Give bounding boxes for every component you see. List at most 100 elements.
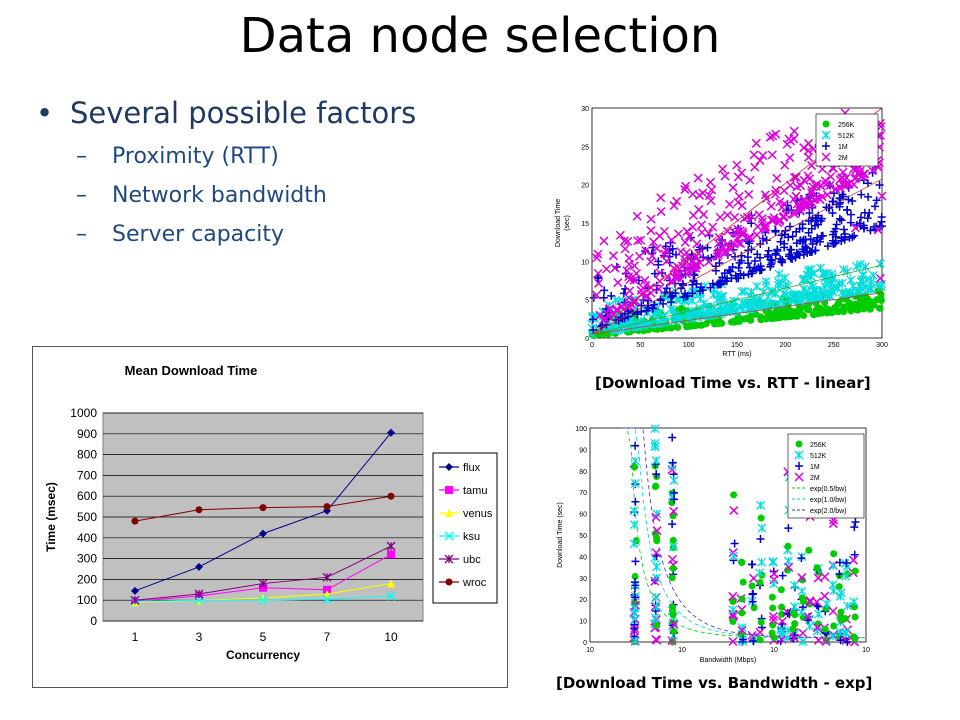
point-2M xyxy=(681,181,691,191)
x-tick-label: 100 xyxy=(683,342,695,349)
point-512K xyxy=(650,442,660,452)
y-tick-label: 100 xyxy=(575,426,587,433)
y-tick-label: 90 xyxy=(579,447,587,454)
point-256K xyxy=(757,618,765,626)
point-2M xyxy=(634,251,645,261)
point-2M xyxy=(654,284,664,294)
point-1M xyxy=(872,196,881,205)
point-512K xyxy=(797,586,807,596)
point-2M xyxy=(812,597,822,607)
point-1M xyxy=(838,190,847,199)
legend-label-exp(0.5/bw): exp(0.5/bw) xyxy=(810,486,847,493)
point-2M xyxy=(704,191,714,201)
point-2M xyxy=(812,623,823,633)
point-256K xyxy=(653,621,661,629)
point-256K xyxy=(788,312,796,320)
point-1M xyxy=(650,269,659,278)
point-1M xyxy=(607,291,616,300)
point-512K xyxy=(630,603,640,613)
point-2M xyxy=(828,606,838,616)
point-1M xyxy=(863,179,872,188)
point-256K xyxy=(850,305,858,313)
point-1M xyxy=(785,250,794,259)
point-2M xyxy=(648,237,659,247)
point-1M xyxy=(839,225,848,234)
point-256K xyxy=(738,558,746,566)
point-512K xyxy=(868,270,878,280)
point-512K xyxy=(834,279,844,288)
point-512K xyxy=(776,625,786,635)
point-256K xyxy=(875,304,883,312)
point-1M xyxy=(668,520,677,529)
bullet-main-text: Several possible factors xyxy=(70,96,417,130)
point-512K xyxy=(814,609,824,619)
point-256K xyxy=(670,627,678,635)
caption-rtt: [Download Time vs. RTT - linear] xyxy=(595,374,871,392)
point-512K xyxy=(651,592,661,602)
point-2M xyxy=(650,602,660,612)
y-tick-label: 800 xyxy=(77,448,97,462)
point-512K xyxy=(843,601,853,611)
point-256K xyxy=(870,301,878,309)
point-2M xyxy=(629,275,639,285)
legend-label-flux: flux xyxy=(463,462,481,474)
point-512K xyxy=(630,456,640,466)
point-2M xyxy=(666,235,676,245)
point-256K xyxy=(782,313,790,321)
point-2M xyxy=(752,230,762,240)
point-1M xyxy=(875,180,884,189)
subbullet-2: – Network bandwidth xyxy=(36,183,416,208)
y-tick-label: 15 xyxy=(581,221,589,228)
point-1M xyxy=(754,263,763,272)
point-1M xyxy=(792,239,801,248)
point-2M xyxy=(722,226,732,236)
point-2M xyxy=(791,172,801,182)
point-2M xyxy=(671,270,681,280)
point-1M xyxy=(748,597,757,606)
legend-marker-tamu xyxy=(445,486,453,494)
point-1M xyxy=(801,235,810,244)
legend-label-512K: 512K xyxy=(838,133,855,140)
point-1M xyxy=(846,218,855,227)
point-256K xyxy=(738,595,746,603)
point-512K xyxy=(757,523,767,533)
legend-label-exp(1.0/bw): exp(1.0/bw) xyxy=(810,497,847,504)
point-2M xyxy=(669,263,679,273)
point-1M xyxy=(778,571,787,580)
point-256K xyxy=(674,323,682,331)
chart-title: Mean Download Time xyxy=(125,363,258,378)
point-1M xyxy=(661,242,670,251)
point-2M xyxy=(797,573,807,583)
point-1M xyxy=(599,293,608,302)
point-256K xyxy=(651,483,659,491)
point-2M xyxy=(722,210,732,220)
x-tick-label: 10 xyxy=(770,647,778,654)
legend-marker-wroc xyxy=(445,578,453,586)
bullet-list: • Several possible factors – Proximity (… xyxy=(36,96,416,247)
point-1M xyxy=(771,251,780,260)
y-tick-label: 600 xyxy=(77,489,97,503)
point-1M xyxy=(670,488,679,497)
point-2M xyxy=(655,268,665,278)
point-2M xyxy=(777,202,787,212)
point-512K xyxy=(846,275,856,285)
scatter-points xyxy=(587,108,887,340)
point-1M xyxy=(743,253,752,262)
point-2M xyxy=(768,611,778,621)
point-512K xyxy=(629,520,639,530)
point-1M xyxy=(659,299,668,308)
point-1M xyxy=(851,517,860,526)
point-2M xyxy=(691,251,701,261)
point-2M xyxy=(624,253,634,263)
y-tick-label: 500 xyxy=(77,510,97,524)
point-2M xyxy=(646,214,656,224)
y-tick-label: 0 xyxy=(585,336,589,343)
point-2M xyxy=(755,155,765,166)
point-1M xyxy=(856,213,865,222)
y-tick-label: 25 xyxy=(581,144,589,151)
point-1M xyxy=(667,298,676,307)
point-1M xyxy=(777,257,786,266)
point-1M xyxy=(642,306,651,315)
point-1M xyxy=(631,441,640,450)
x-tick-label: 5 xyxy=(260,630,267,644)
